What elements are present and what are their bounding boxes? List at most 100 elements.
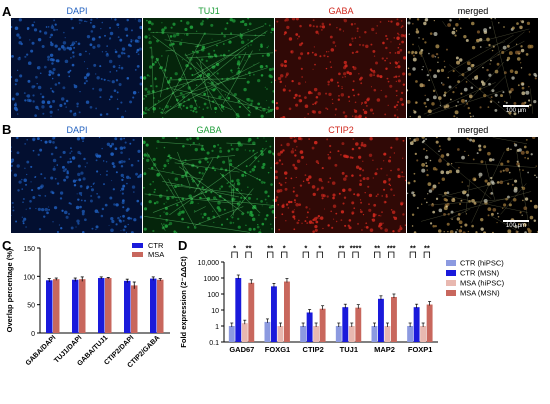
legend-label: MSA (hiPSC) [460,279,505,288]
bar-msa-1 [79,279,86,333]
legend-swatch [132,252,143,257]
channel-label-tuj1: TUJ1 [198,6,220,16]
bar-series-0-3 [335,326,342,342]
y-tick-label: 0 [31,331,35,338]
bar-series-0-0 [228,326,235,342]
legend-label: CTR (hiPSC) [460,259,504,268]
bar-series-1-0 [235,278,242,342]
significance-bracket [374,251,381,258]
legend-swatch [446,290,456,296]
significance-mark: **** [350,244,362,253]
bar-msa-3 [131,285,138,333]
legend-label: CTR [148,241,164,250]
y-tick-label: 0.1 [209,340,219,347]
bar-series-3-2 [319,308,326,342]
x-tick-label: TUJ1 [340,345,358,354]
significance-bracket [423,251,431,258]
y-axis-label: Overlap percentage (%) [5,248,14,332]
significance-mark: * [283,244,286,253]
bar-series-3-3 [355,307,362,342]
significance-bracket [316,251,324,258]
significance-bracket [281,251,288,258]
significance-bracket [245,251,252,258]
bar-ctr-1 [72,279,79,333]
significance-bracket [352,251,359,258]
bar-series-0-5 [407,326,414,342]
micrograph-a-gaba [275,18,406,118]
bar-msa-2 [105,278,112,333]
panel-b-letter: B [2,122,12,137]
significance-bracket [388,251,395,258]
channel-label-ctip2: CTIP2 [328,125,354,135]
x-tick-label: GABA/DAPI [25,334,58,367]
channel-label-merged: merged [457,6,489,16]
bar-series-1-5 [413,307,420,342]
y-tick-label: 1000 [203,276,219,283]
bar-series-1-3 [342,307,349,342]
significance-mark: ** [410,244,416,253]
bar-msa-0 [53,279,60,333]
channel-label-gaba: GABA [196,125,222,135]
channel-label-dapi: DAPI [66,125,88,135]
micrograph-a-dapi [11,18,142,118]
significance-bracket [409,251,417,258]
legend-swatch [446,280,456,286]
bar-series-1-4 [378,298,384,342]
channel-label-dapi: DAPI [66,6,88,16]
y-tick-label: 10 [211,308,219,315]
micrograph-b-dapi [11,137,142,233]
significance-mark: ** [374,244,380,253]
significance-mark: ** [267,244,273,253]
significance-mark: ** [424,244,430,253]
bar-series-0-1 [264,321,271,342]
y-tick-label: 10,000 [198,260,220,267]
bar-series-2-0 [241,323,248,342]
scale-bar-label: 100 μm [505,108,527,114]
y-tick-label: 1 [215,324,219,331]
legend-label: CTR (MSN) [460,269,500,278]
legend-label: MSA (MSN) [460,289,500,298]
micrograph-b-ctip2 [275,137,406,233]
channel-label-merged: merged [457,125,489,135]
bar-series-2-5 [420,326,427,342]
panel-a-letter: A [2,4,12,19]
y-tick-label: 100 [207,292,219,299]
x-tick-label: FOXP1 [408,345,433,354]
panel-c-letter: C [2,238,12,253]
micrograph-b-gaba [143,137,274,233]
y-axis-label: Fold expression (2⁻ΔΔCt) [179,256,188,348]
chart-d-fold-expression: 0.1 1 10 100 1000 10,000 Fold expression (2⁻ΔΔ… [179,244,505,355]
significance-bracket [302,251,310,258]
chart-c-overlap: 0 50 100 150 Overlap percentage (%) GABA/DAPI… [5,241,170,369]
y-tick-label: 150 [23,246,35,253]
significance-mark: ** [246,244,252,253]
scale-bar: 100 μm [496,105,536,115]
x-tick-label: CTIP2 [303,345,324,354]
micrograph-a-merged: 100 μm [407,18,538,118]
bar-series-0-4 [371,326,378,342]
scale-bar-label: 100 μm [505,223,527,229]
bar-series-2-1 [277,326,284,342]
bar-series-3-0 [248,282,255,342]
micrograph-b-merged: 100 μm [407,137,538,233]
legend-swatch [132,243,143,248]
bar-series-1-1 [271,286,277,342]
significance-mark: ** [339,244,345,253]
micrograph-a-tuj1 [143,18,274,118]
bar-ctr-2 [98,278,105,333]
bar-ctr-4 [150,278,157,333]
y-tick-label: 100 [23,274,35,281]
significance-bracket [267,251,274,258]
bar-series-1-2 [306,312,313,342]
x-tick-label: GAD67 [229,345,254,354]
bar-msa-4 [157,279,164,333]
legend-swatch [446,260,456,266]
x-tick-label: FOXG1 [265,345,290,354]
x-tick-label: MAP2 [374,345,395,354]
bar-series-2-3 [348,326,355,342]
bar-series-3-1 [284,281,290,342]
bar-series-0-2 [300,326,307,342]
legend-swatch [446,270,456,276]
bar-series-3-4 [391,296,397,342]
y-tick-label: 50 [27,303,35,310]
